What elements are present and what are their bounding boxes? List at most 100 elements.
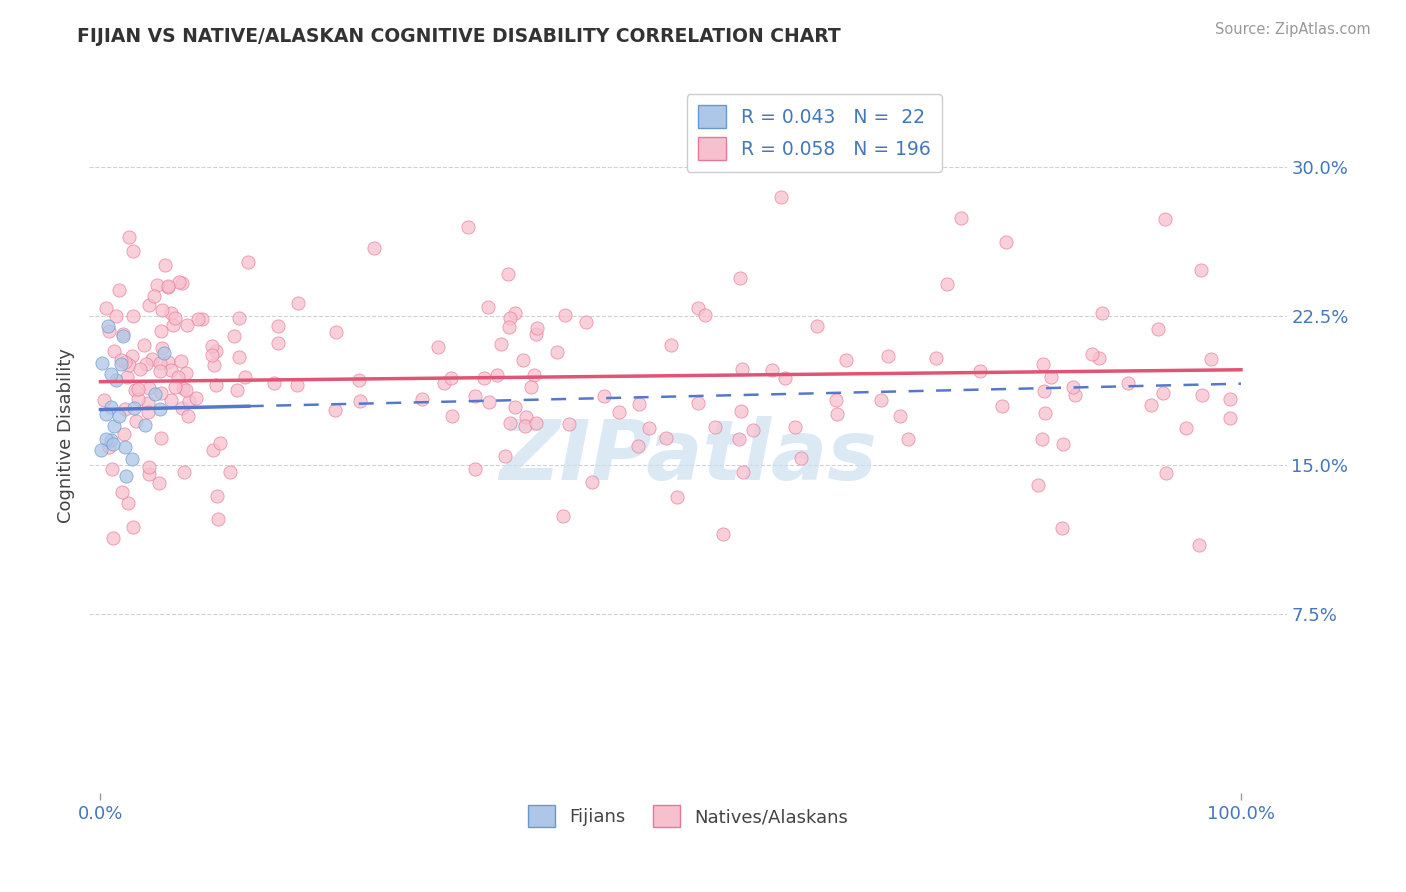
Point — [170, 354, 193, 368]
Y-axis label: Cognitive Disability: Cognitive Disability — [58, 348, 75, 523]
Text: Source: ZipAtlas.com: Source: ZipAtlas.com — [1215, 22, 1371, 37]
Point — [204, 378, 226, 392]
Point — [236, 254, 259, 268]
Point — [287, 296, 309, 310]
Point — [1219, 392, 1241, 406]
Point — [411, 392, 433, 406]
Point — [127, 382, 149, 396]
Point — [138, 381, 160, 395]
Point — [143, 387, 166, 401]
Point — [149, 356, 172, 370]
Point — [149, 432, 172, 446]
Point — [806, 318, 828, 333]
Point — [114, 355, 136, 369]
Point — [659, 337, 682, 351]
Point — [201, 348, 224, 362]
Point — [1087, 351, 1109, 365]
Point — [505, 306, 527, 320]
Point — [440, 371, 463, 385]
Text: ZIPatlas: ZIPatlas — [499, 417, 877, 498]
Point — [103, 418, 125, 433]
Point — [1033, 407, 1056, 421]
Point — [1026, 477, 1049, 491]
Point — [136, 396, 159, 410]
Point — [138, 460, 160, 475]
Point — [1219, 411, 1241, 425]
Point — [219, 465, 242, 479]
Point — [1091, 306, 1114, 320]
Point — [117, 496, 139, 510]
Point — [1188, 538, 1211, 552]
Point — [553, 509, 575, 524]
Point — [114, 402, 136, 417]
Point — [146, 277, 169, 292]
Point — [693, 309, 716, 323]
Point — [477, 300, 499, 314]
Point — [96, 408, 118, 422]
Point — [349, 393, 371, 408]
Point — [152, 346, 174, 360]
Point — [176, 318, 198, 332]
Point — [121, 451, 143, 466]
Point — [91, 356, 114, 370]
Point — [546, 345, 568, 359]
Point — [107, 409, 129, 423]
Point — [897, 432, 920, 446]
Point — [122, 401, 145, 415]
Point — [118, 229, 141, 244]
Point — [686, 396, 709, 410]
Point — [472, 371, 495, 385]
Point — [150, 324, 173, 338]
Point — [665, 491, 688, 505]
Point — [581, 475, 603, 490]
Point — [494, 449, 516, 463]
Point — [124, 383, 146, 397]
Point — [201, 339, 224, 353]
Point — [174, 383, 197, 397]
Point — [100, 400, 122, 414]
Point — [150, 341, 173, 355]
Point — [1146, 322, 1168, 336]
Point — [108, 283, 131, 297]
Point — [111, 327, 134, 342]
Point — [285, 378, 308, 392]
Point — [173, 465, 195, 479]
Point — [156, 279, 179, 293]
Point — [149, 363, 172, 377]
Point — [94, 301, 117, 316]
Point — [627, 397, 650, 411]
Point — [889, 409, 911, 423]
Point — [160, 363, 183, 377]
Point — [228, 350, 250, 364]
Point — [1154, 466, 1177, 480]
Point — [266, 318, 288, 333]
Point — [1189, 262, 1212, 277]
Point — [190, 311, 212, 326]
Point — [991, 399, 1014, 413]
Point — [969, 364, 991, 378]
Point — [325, 325, 347, 339]
Point — [167, 370, 190, 384]
Point — [179, 393, 201, 408]
Point — [101, 531, 124, 545]
Point — [877, 350, 900, 364]
Point — [115, 370, 138, 384]
Point — [575, 315, 598, 329]
Point — [155, 259, 177, 273]
Point — [157, 355, 180, 369]
Point — [638, 421, 661, 435]
Point — [789, 450, 811, 465]
Point — [1063, 387, 1085, 401]
Point — [512, 352, 534, 367]
Point — [172, 276, 194, 290]
Point — [688, 301, 710, 316]
Point — [464, 389, 486, 403]
Point — [730, 404, 752, 418]
Point — [925, 351, 948, 365]
Point — [1031, 433, 1053, 447]
Point — [1154, 212, 1177, 227]
Point — [526, 321, 548, 335]
Point — [187, 312, 209, 326]
Point — [1080, 346, 1102, 360]
Point — [266, 335, 288, 350]
